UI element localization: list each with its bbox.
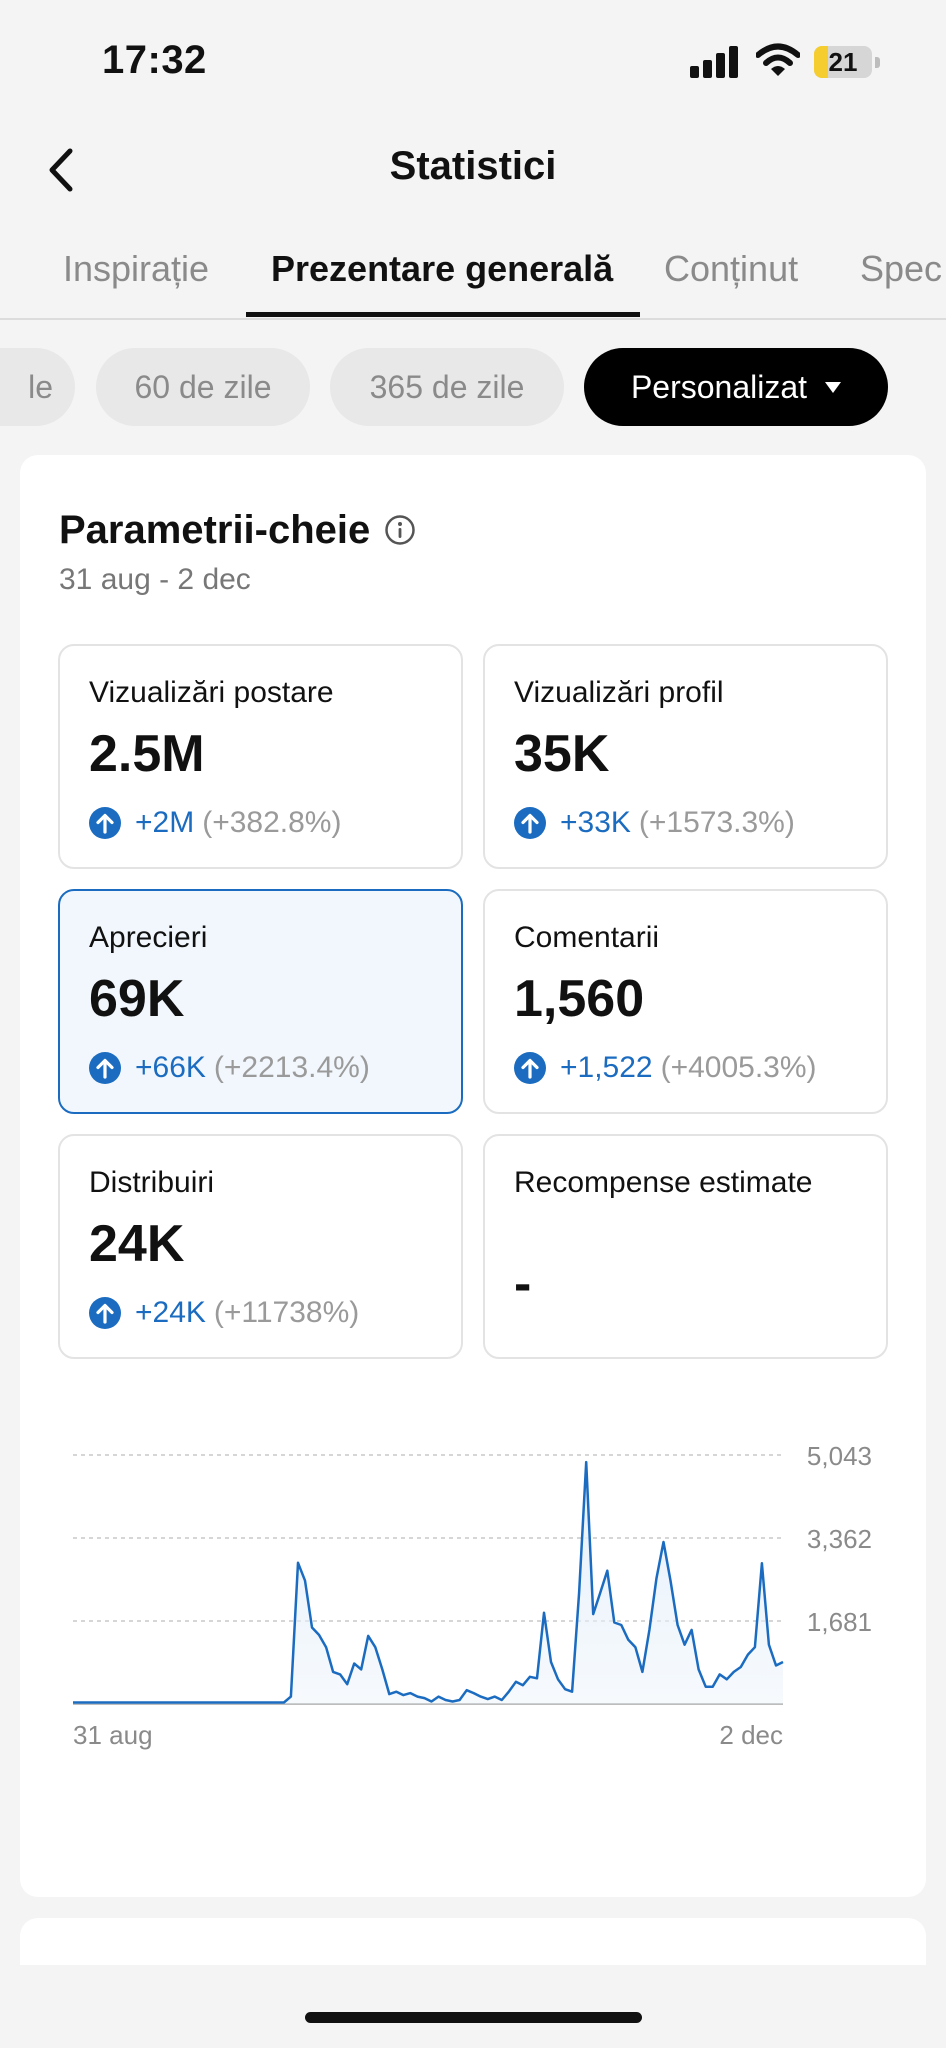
pill-365-days[interactable]: 365 de zile [330,348,564,426]
metric-percent: (+1573.3%) [638,806,795,839]
arrow-up-icon [514,807,546,839]
cellular-signal-icon [690,46,740,78]
metric-delta: +1,522 [560,1051,653,1084]
wifi-icon [756,43,800,76]
metric-label: Distribuiri [89,1166,215,1199]
battery-icon: 21 [814,46,880,78]
metric-percent: (+382.8%) [202,806,342,839]
key-metrics-card: Parametrii-cheie 31 aug - 2 dec Vizualiz… [20,455,926,1897]
metric-label: Comentarii [514,921,660,954]
metric-delta: +66K [135,1051,206,1084]
caret-down-icon [825,382,842,394]
active-tab-indicator [246,312,640,317]
chart-area [73,1462,783,1704]
metric-value: - [514,1255,532,1313]
metric-card-post-views[interactable]: Vizualizări postare 2.5M +2M (+382.8%) [58,644,463,869]
nav-header: Statistici [0,120,946,220]
metric-value: 24K [89,1215,185,1273]
metric-percent: (+11738%) [213,1296,360,1329]
x-tick-label: 31 aug [73,1720,153,1750]
metric-card-shares[interactable]: Distribuiri 24K +24K (+11738%) [58,1134,463,1359]
arrow-up-icon [89,1297,121,1329]
info-icon[interactable] [384,514,416,546]
chart-series-line [73,1460,784,1704]
tab-audience[interactable]: Spec [860,248,943,289]
y-tick-label: 5,043 [807,1441,872,1471]
y-tick-label: 1,681 [807,1607,872,1637]
metric-percent: (+4005.3%) [660,1051,817,1084]
metric-label: Aprecieri [89,921,208,954]
metric-delta: +2M [135,806,195,839]
likes-trend-chart: 5,043 3,362 1,681 31 aug 2 dec [73,1441,872,1750]
pill-custom-label: Personalizat [630,369,808,405]
pill-period-partial[interactable]: le [0,348,75,426]
metric-delta: +24K [135,1296,206,1329]
metric-label: Recompense estimate [514,1166,813,1199]
back-button[interactable] [30,140,90,200]
key-metrics-title: Parametrii-cheie [59,507,371,552]
battery-level: 21 [828,47,858,77]
metric-delta: +33K [560,806,631,839]
tab-overview[interactable]: Prezentare generală [271,248,614,289]
arrow-up-icon [89,807,121,839]
metric-value: 35K [514,725,610,783]
home-indicator[interactable] [305,2012,642,2023]
x-tick-label: 2 dec [719,1720,783,1750]
metric-value: 1,560 [514,970,645,1028]
page-title: Statistici [389,144,557,188]
metric-card-estimated-rewards[interactable]: Recompense estimate - [483,1134,888,1359]
metric-label: Vizualizări profil [514,676,724,709]
arrow-up-icon [89,1052,121,1084]
pill-custom[interactable]: Personalizat [584,348,888,426]
tab-inspiration[interactable]: Inspirație [63,248,210,289]
status-time: 17:32 [102,38,207,82]
period-selector: le 60 de zile 365 de zile Personalizat [0,348,946,428]
metric-card-likes[interactable]: Aprecieri 69K +66K (+2213.4%) [58,889,463,1114]
metric-percent: (+2213.4%) [213,1051,370,1084]
status-bar: 17:32 21 [0,0,946,120]
date-range: 31 aug - 2 dec [59,563,251,596]
metric-value: 2.5M [89,725,205,783]
metric-card-profile-views[interactable]: Vizualizări profil 35K +33K (+1573.3%) [483,644,888,869]
metric-label: Vizualizări postare [89,676,334,709]
metric-card-comments[interactable]: Comentarii 1,560 +1,522 (+4005.3%) [483,889,888,1114]
tab-bar: Inspirație Prezentare generală Conținut … [0,240,946,320]
pill-60-days[interactable]: 60 de zile [96,348,310,426]
chevron-left-icon [49,148,73,192]
tab-content[interactable]: Conținut [664,248,799,289]
y-tick-label: 3,362 [807,1524,872,1554]
metric-value: 69K [89,970,185,1028]
arrow-up-icon [514,1052,546,1084]
